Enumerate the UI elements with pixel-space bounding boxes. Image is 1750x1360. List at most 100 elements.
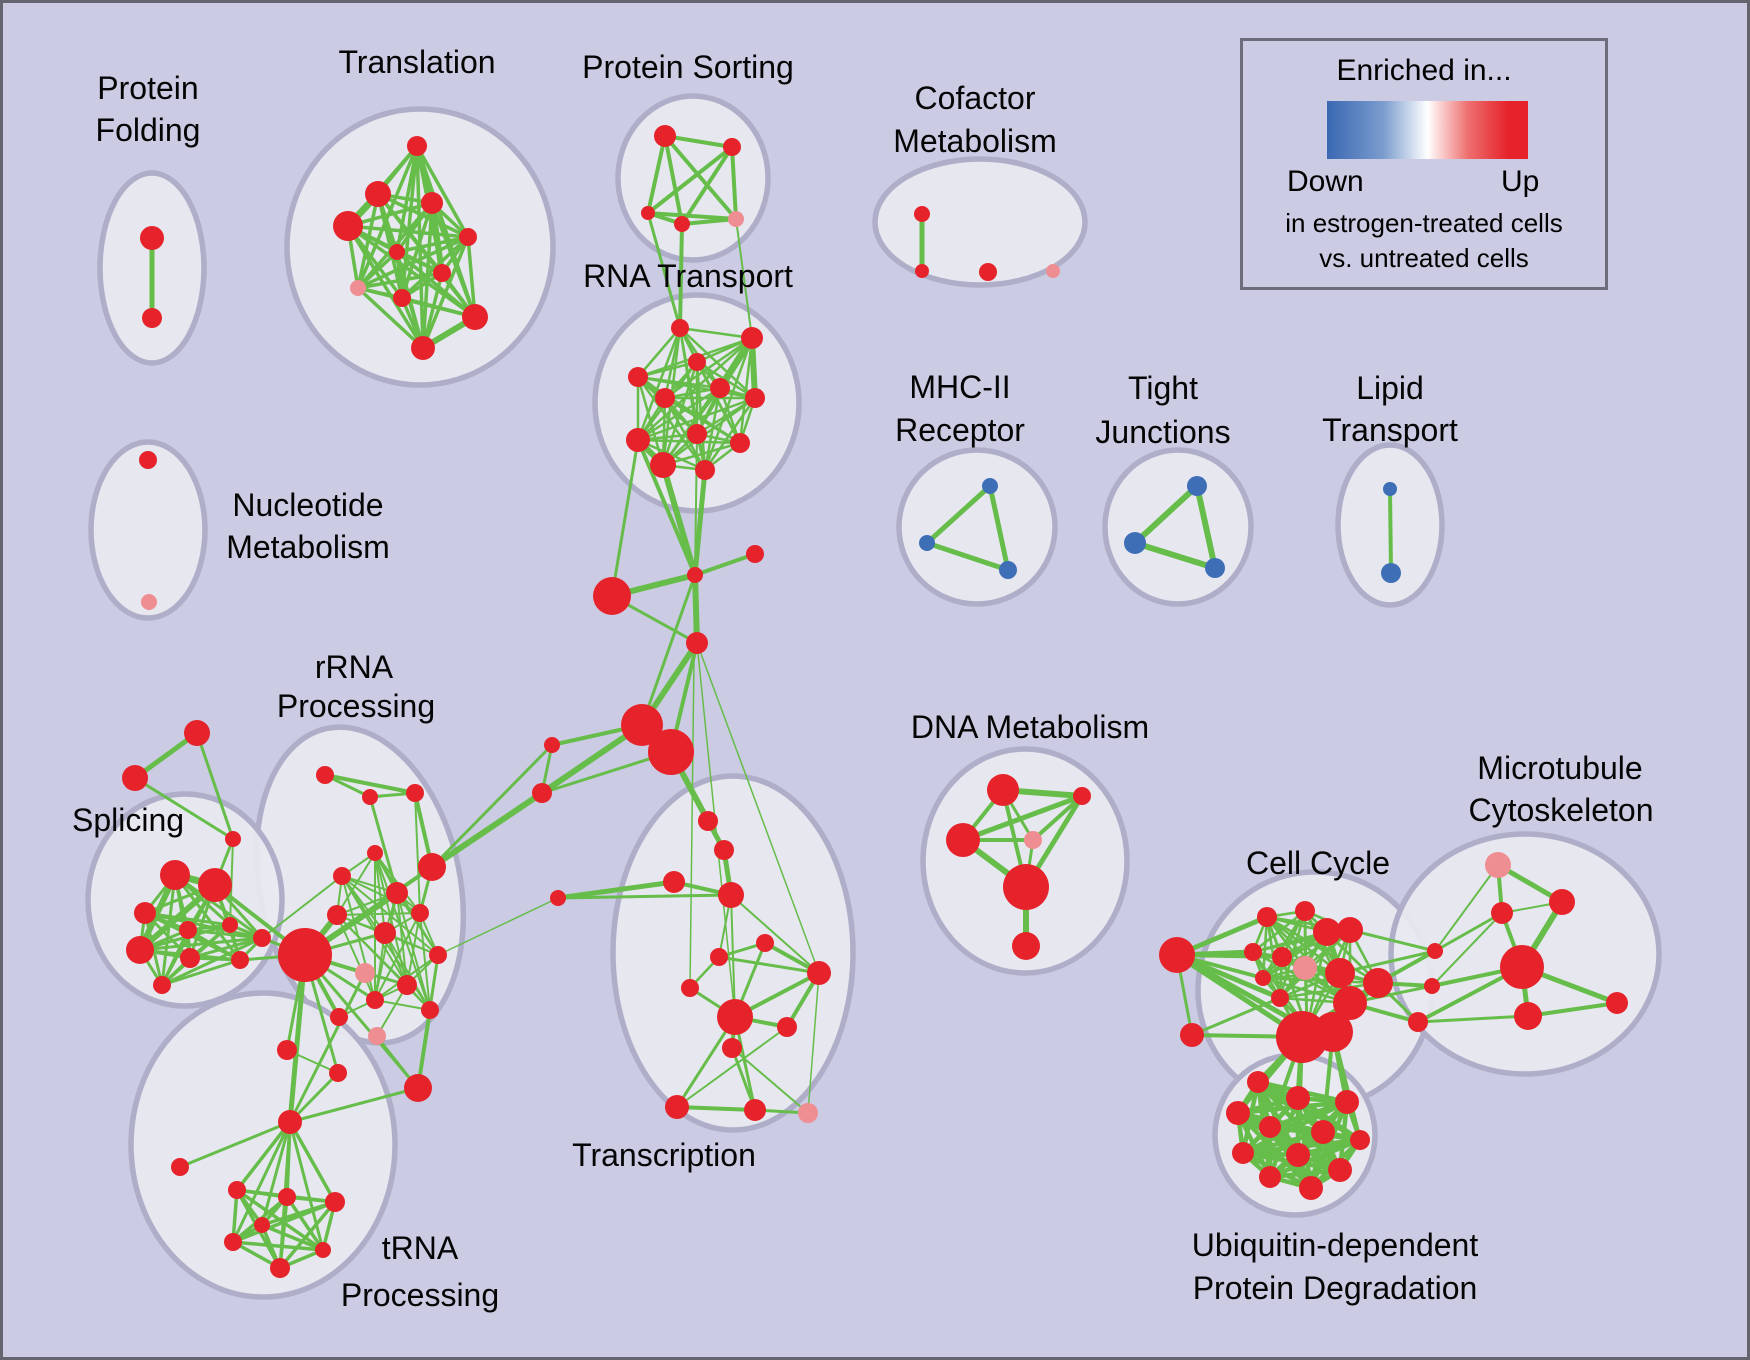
network-node-ps3 bbox=[641, 206, 655, 220]
network-edge bbox=[663, 134, 684, 226]
network-node-tr7 bbox=[433, 264, 451, 282]
network-edge bbox=[368, 795, 399, 895]
network-edge bbox=[717, 955, 821, 975]
network-node-jr bbox=[746, 545, 764, 563]
network-edge bbox=[636, 336, 754, 442]
network-node-cn3 bbox=[1408, 1012, 1428, 1032]
network-node-x2 bbox=[714, 840, 734, 860]
network-node-q16 bbox=[366, 991, 384, 1009]
network-node-q13 bbox=[429, 946, 447, 964]
network-edge bbox=[195, 731, 235, 841]
network-node-t3 bbox=[225, 831, 241, 847]
network-edge bbox=[356, 271, 444, 290]
network-edge bbox=[356, 144, 419, 290]
network-edge bbox=[374, 932, 386, 1001]
network-edge bbox=[336, 912, 421, 916]
network-node-s5 bbox=[222, 917, 238, 933]
cluster-label-protein-sorting: Protein Sorting bbox=[582, 49, 794, 85]
network-node-cc1 bbox=[1180, 1023, 1204, 1047]
cluster-label-lipid-transport-line1: Lipid bbox=[1356, 370, 1424, 406]
network-node-q2 bbox=[362, 789, 378, 805]
network-edge bbox=[636, 375, 757, 400]
network-node-cc12 bbox=[1271, 989, 1289, 1007]
cluster-ellipse-tight-junctions bbox=[1102, 447, 1254, 607]
network-edge bbox=[287, 952, 308, 1125]
network-edge bbox=[188, 936, 264, 960]
network-edge bbox=[636, 438, 742, 445]
network-edge bbox=[406, 912, 421, 986]
network-node-tr11 bbox=[411, 336, 435, 360]
network-node-tr10 bbox=[462, 304, 488, 330]
network-edge bbox=[260, 1120, 292, 1227]
network-node-nm1 bbox=[139, 451, 157, 469]
network-edge bbox=[421, 271, 444, 350]
network-node-s7 bbox=[180, 948, 200, 968]
network-node-cc6 bbox=[1244, 943, 1262, 961]
network-node-hx4 bbox=[224, 1233, 242, 1251]
network-node-rt1 bbox=[671, 319, 689, 337]
network-node-mh2 bbox=[919, 535, 935, 551]
network-node-tj3 bbox=[1205, 558, 1225, 578]
network-node-rt10 bbox=[650, 452, 676, 478]
cluster-ellipse-mhc-ii-receptor bbox=[896, 447, 1058, 607]
network-node-cc2 bbox=[1257, 907, 1277, 927]
network-edge bbox=[730, 894, 736, 1018]
network-node-rt12 bbox=[730, 433, 750, 453]
network-edge bbox=[924, 540, 1011, 573]
network-node-m4 bbox=[1500, 945, 1544, 989]
network-edge bbox=[960, 793, 1085, 843]
network-edge bbox=[160, 873, 177, 987]
network-edge bbox=[336, 852, 376, 916]
network-edge bbox=[696, 642, 820, 974]
network-edge bbox=[1431, 912, 1503, 987]
network-node-hx2 bbox=[278, 1188, 296, 1206]
network-edge bbox=[173, 873, 264, 940]
network-node-u6 bbox=[1311, 1120, 1335, 1144]
cluster-label-ubiquitin-degradation-line2: Protein Degradation bbox=[1193, 1270, 1478, 1306]
cluster-label-trna-processing-line2: Processing bbox=[341, 1277, 499, 1313]
network-node-q4 bbox=[367, 845, 383, 861]
network-edge bbox=[231, 1240, 325, 1252]
cluster-label-lipid-transport-line2: Transport bbox=[1322, 412, 1458, 448]
cluster-label-mhc-ii-receptor-line2: Receptor bbox=[895, 412, 1025, 448]
cluster-label-trna-processing-line1: tRNA bbox=[382, 1230, 459, 1266]
network-edge bbox=[288, 1120, 337, 1204]
network-edge bbox=[1132, 540, 1218, 571]
network-node-q19 bbox=[368, 1027, 386, 1045]
cluster-ellipse-trna-processing bbox=[128, 990, 398, 1300]
network-node-m6 bbox=[1606, 992, 1628, 1014]
network-node-cc0 bbox=[1159, 937, 1195, 973]
network-edge bbox=[680, 217, 738, 226]
network-node-d6 bbox=[1012, 932, 1040, 960]
network-edge bbox=[678, 326, 754, 340]
cluster-label-mhc-ii-receptor-line1: MHC-II bbox=[909, 369, 1010, 405]
network-node-u5 bbox=[1259, 1116, 1281, 1138]
network-node-h1 bbox=[621, 704, 663, 746]
network-edge bbox=[1416, 1014, 1530, 1024]
network-edge bbox=[661, 441, 742, 467]
cluster-labels: Protein Folding Translation Nucleotide Metab… bbox=[72, 44, 1654, 1313]
network-node-cc11 bbox=[1363, 968, 1393, 998]
network-node-d4 bbox=[1024, 831, 1042, 849]
network-edge bbox=[703, 336, 754, 472]
network-edge bbox=[178, 1120, 292, 1169]
network-node-t1 bbox=[184, 720, 210, 746]
network-edge bbox=[640, 573, 697, 727]
network-edge bbox=[646, 211, 738, 221]
network-node-tj1 bbox=[1187, 476, 1207, 496]
network-node-mh1 bbox=[982, 478, 998, 494]
network-edge bbox=[678, 222, 684, 330]
network-node-d1 bbox=[987, 774, 1019, 806]
network-edge bbox=[346, 224, 425, 350]
network-edge bbox=[730, 894, 820, 974]
network-edge bbox=[416, 953, 440, 1090]
network-edge bbox=[735, 218, 753, 339]
network-node-cc8 bbox=[1293, 956, 1317, 980]
network-edge bbox=[400, 201, 434, 300]
network-node-j1 bbox=[687, 567, 703, 583]
network-edge bbox=[1194, 483, 1218, 571]
network-edge bbox=[260, 1200, 337, 1227]
network-node-q7 bbox=[418, 853, 446, 881]
network-node-x8 bbox=[807, 961, 831, 985]
